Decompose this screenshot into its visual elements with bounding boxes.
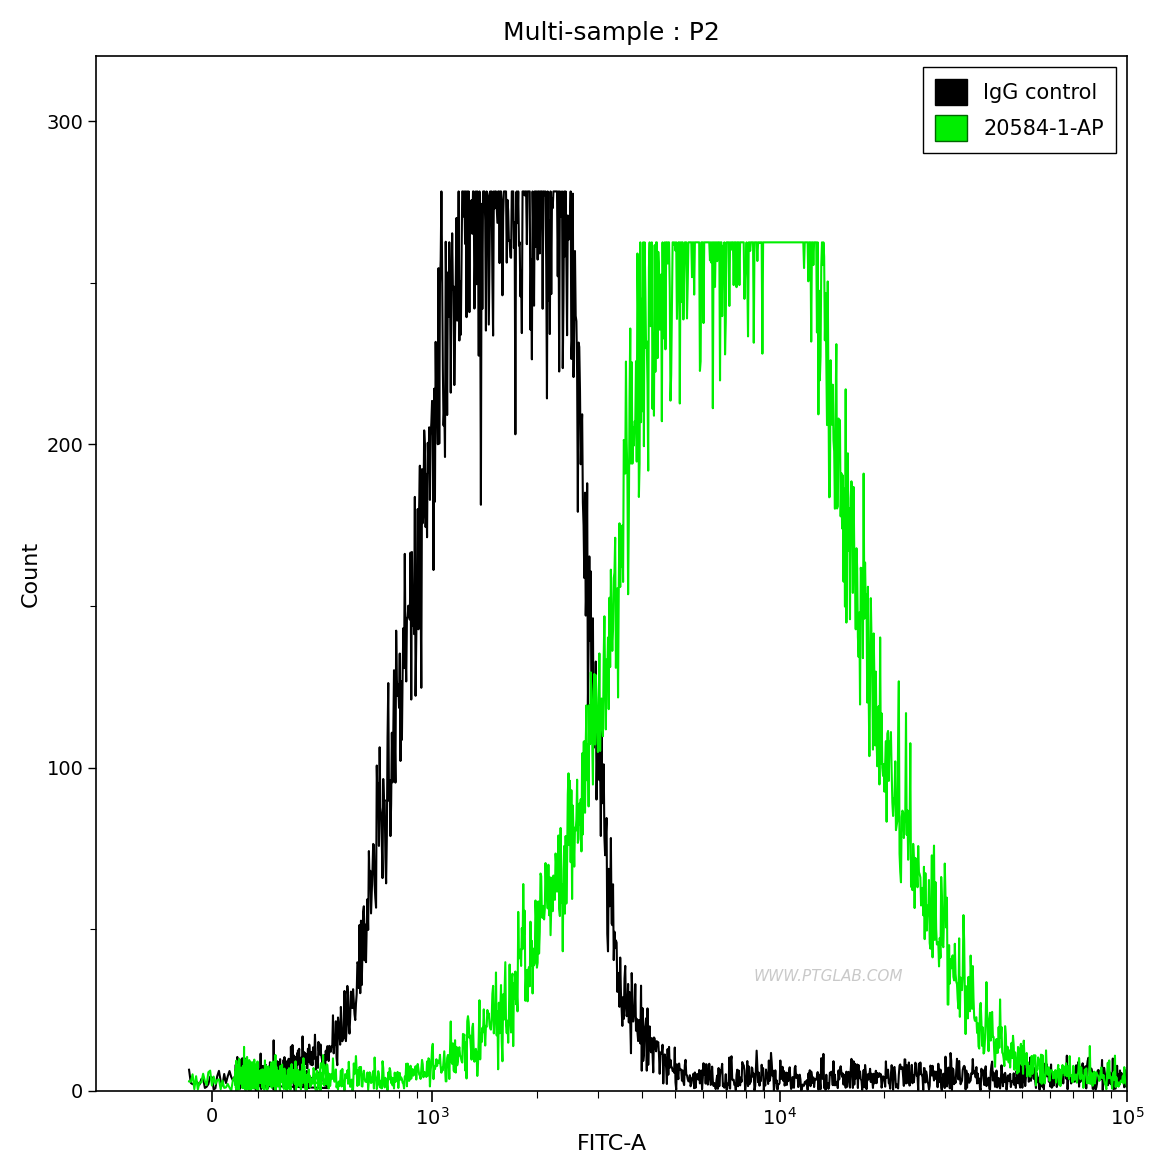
20584-1-AP: [195, 1075, 209, 1089]
Text: WWW.PTGLAB.COM: WWW.PTGLAB.COM: [754, 969, 903, 985]
IgG control: [529, 184, 543, 199]
Title: Multi-sample : P2: Multi-sample : P2: [503, 21, 720, 45]
IgG control: [182, 1062, 196, 1076]
20584-1-AP: [291, 1076, 305, 1090]
20584-1-AP: [1155, 1065, 1165, 1079]
IgG control: [1155, 1080, 1165, 1094]
Line: IgG control: IgG control: [189, 192, 1162, 1090]
20584-1-AP: [634, 235, 648, 249]
Y-axis label: Count: Count: [21, 540, 41, 606]
Line: 20584-1-AP: 20584-1-AP: [189, 242, 1162, 1090]
IgG control: [592, 709, 606, 723]
X-axis label: FITC-A: FITC-A: [577, 1134, 647, 1154]
20584-1-AP: [262, 1066, 276, 1080]
IgG control: [530, 253, 544, 267]
IgG control: [262, 1063, 276, 1077]
IgG control: [195, 1072, 209, 1086]
20584-1-AP: [252, 1083, 266, 1097]
20584-1-AP: [529, 893, 543, 907]
20584-1-AP: [592, 706, 606, 720]
20584-1-AP: [530, 955, 544, 969]
IgG control: [795, 1083, 809, 1097]
IgG control: [435, 184, 449, 199]
Legend: IgG control, 20584-1-AP: IgG control, 20584-1-AP: [923, 67, 1116, 153]
20584-1-AP: [182, 1074, 196, 1088]
IgG control: [291, 1079, 305, 1093]
